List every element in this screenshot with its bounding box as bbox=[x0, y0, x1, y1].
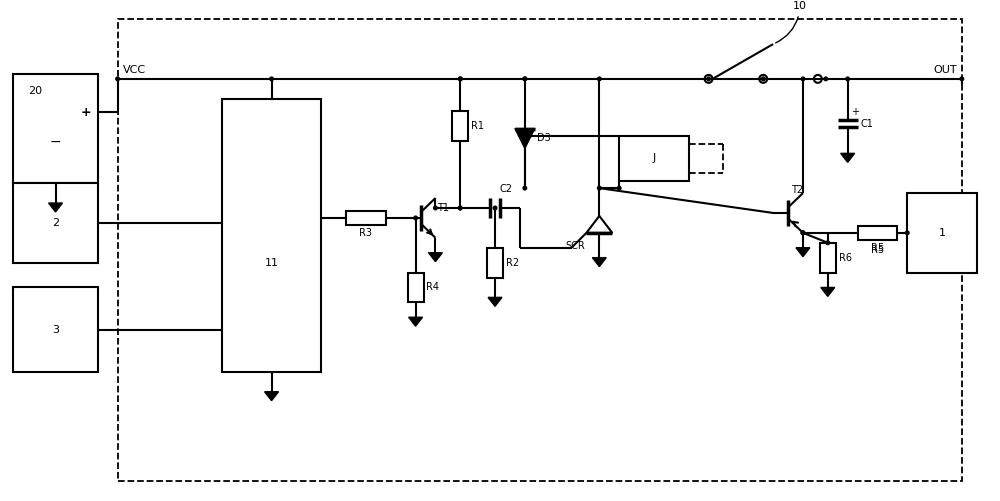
Text: T2: T2 bbox=[791, 185, 803, 195]
Bar bbox=[858, 226, 897, 240]
Text: R3: R3 bbox=[359, 228, 372, 238]
Circle shape bbox=[458, 206, 462, 210]
Circle shape bbox=[458, 77, 462, 81]
Circle shape bbox=[801, 231, 805, 234]
Circle shape bbox=[458, 77, 462, 81]
Text: +: + bbox=[81, 106, 91, 119]
Circle shape bbox=[598, 186, 601, 190]
Text: 20: 20 bbox=[28, 86, 42, 96]
Circle shape bbox=[434, 206, 437, 210]
Text: R5: R5 bbox=[871, 245, 884, 255]
Circle shape bbox=[523, 77, 527, 81]
Circle shape bbox=[414, 216, 417, 220]
Circle shape bbox=[270, 77, 273, 81]
Text: R6: R6 bbox=[839, 253, 852, 263]
Bar bbox=[13, 288, 98, 372]
Polygon shape bbox=[265, 392, 279, 401]
Bar bbox=[13, 183, 98, 263]
Circle shape bbox=[598, 77, 601, 81]
Circle shape bbox=[905, 231, 909, 234]
Polygon shape bbox=[592, 258, 606, 267]
Text: R1: R1 bbox=[471, 121, 484, 131]
Text: D3: D3 bbox=[537, 133, 551, 143]
Circle shape bbox=[846, 77, 849, 81]
Polygon shape bbox=[515, 129, 535, 148]
Text: C1: C1 bbox=[861, 119, 873, 129]
Text: VCC: VCC bbox=[123, 65, 146, 75]
Bar bbox=[118, 19, 962, 481]
Polygon shape bbox=[409, 317, 423, 326]
Text: +: + bbox=[851, 107, 859, 117]
Text: OUT: OUT bbox=[933, 65, 957, 75]
Bar bbox=[222, 99, 321, 372]
Circle shape bbox=[826, 241, 830, 244]
Bar bbox=[452, 111, 468, 141]
Bar bbox=[13, 74, 98, 183]
Polygon shape bbox=[821, 288, 835, 297]
Bar bbox=[619, 136, 689, 181]
Text: 1: 1 bbox=[938, 228, 945, 238]
Circle shape bbox=[617, 186, 621, 190]
Polygon shape bbox=[796, 247, 810, 257]
Polygon shape bbox=[428, 253, 442, 262]
Text: R4: R4 bbox=[426, 283, 439, 293]
Polygon shape bbox=[488, 298, 502, 306]
Text: SCR: SCR bbox=[566, 241, 585, 250]
Circle shape bbox=[523, 77, 527, 81]
Text: C2: C2 bbox=[500, 184, 513, 194]
Polygon shape bbox=[49, 203, 62, 212]
Text: R5: R5 bbox=[871, 243, 884, 253]
Bar bbox=[408, 273, 424, 302]
Bar bbox=[820, 243, 836, 273]
Text: 2: 2 bbox=[52, 218, 59, 228]
Circle shape bbox=[801, 77, 805, 81]
Circle shape bbox=[960, 77, 964, 81]
Circle shape bbox=[458, 206, 462, 210]
Circle shape bbox=[116, 77, 119, 81]
Circle shape bbox=[707, 77, 710, 81]
Bar bbox=[487, 247, 503, 278]
Text: R2: R2 bbox=[506, 258, 519, 268]
Circle shape bbox=[493, 206, 497, 210]
Bar bbox=[346, 211, 386, 225]
Circle shape bbox=[761, 77, 765, 81]
Circle shape bbox=[824, 77, 828, 81]
Text: 11: 11 bbox=[265, 258, 279, 268]
Text: −: − bbox=[50, 135, 61, 149]
Text: J: J bbox=[652, 153, 656, 163]
Circle shape bbox=[523, 186, 527, 190]
Polygon shape bbox=[841, 153, 855, 162]
Bar bbox=[907, 193, 977, 273]
Text: 10: 10 bbox=[776, 2, 807, 43]
Circle shape bbox=[801, 231, 805, 234]
Text: T1: T1 bbox=[437, 203, 449, 213]
Text: 3: 3 bbox=[52, 325, 59, 335]
